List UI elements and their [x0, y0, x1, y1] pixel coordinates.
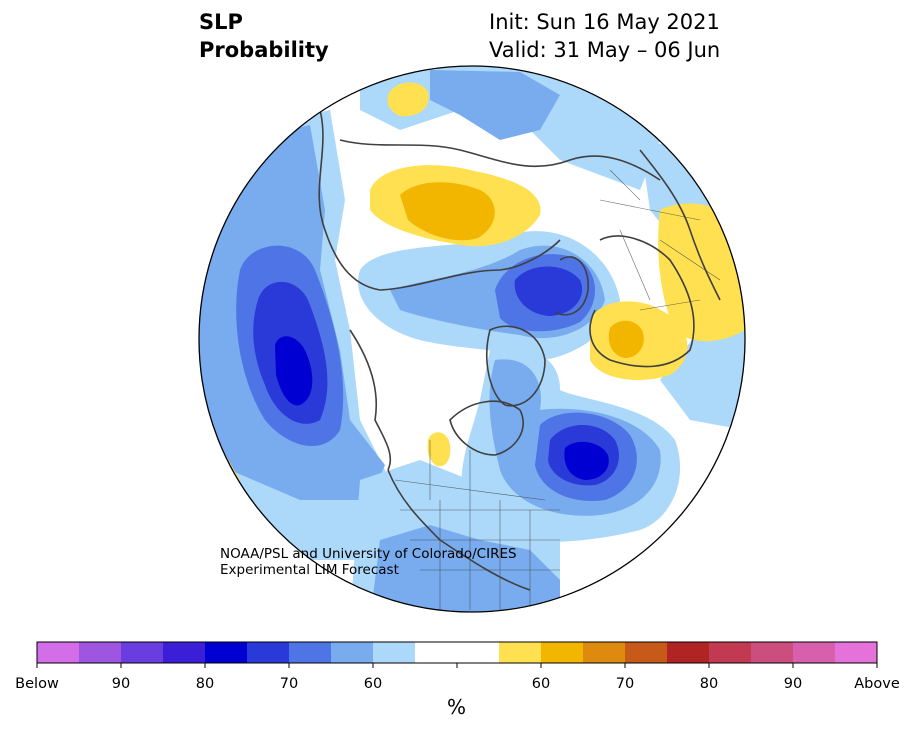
shade-us-yellow: [427, 432, 451, 467]
colorbar-box: [541, 642, 584, 663]
shade-arctic-top-mid: [430, 70, 560, 140]
map-boundary: [198, 65, 746, 613]
colorbar-box: [373, 642, 416, 663]
colorbar-box: [415, 642, 458, 663]
colorbar: Below 90 80 70 60 60 70 80 90 Above: [15, 641, 900, 692]
colorbar-box: [625, 642, 668, 663]
product-title: Probability: [199, 38, 329, 62]
coast-asia: [318, 109, 561, 291]
credit-text: NOAA/PSL and University of Colorado/CIRE…: [220, 546, 517, 578]
coast-hudson: [449, 400, 524, 456]
title-left: SLP Probability: [199, 8, 329, 64]
colorbar-tick-label: 60: [532, 676, 550, 692]
variable-title: SLP: [199, 10, 243, 34]
shade-atlantic-80: [564, 441, 609, 480]
colorbar-box: [79, 642, 122, 663]
coast-scandinavia: [554, 256, 589, 316]
colorbar-tick-label: Below: [15, 676, 59, 692]
colorbar-box: [163, 642, 206, 663]
colorbar-box: [331, 642, 374, 663]
colorbar-labels: Below 90 80 70 60 60 70 80 90 Above: [15, 676, 900, 692]
colorbar-box: [667, 642, 710, 663]
shade-us-mid: [370, 525, 560, 612]
polar-probability-map: [198, 65, 746, 613]
colorbar-box: [121, 642, 164, 663]
country-borders: [394, 169, 721, 610]
shade-pacific-80: [275, 336, 313, 406]
credit-line-2: Experimental LIM Forecast: [220, 562, 399, 578]
shade-med-orange: [608, 320, 644, 358]
colorbar-box: [289, 642, 332, 663]
coast-asia-north: [339, 139, 661, 181]
colorbar-box: [709, 642, 752, 663]
border-us-states: [400, 500, 560, 610]
land-outlines: [318, 109, 721, 591]
border-canada: [394, 440, 546, 501]
colorbar-box: [205, 642, 248, 663]
init-date: Init: Sun 16 May 2021: [489, 10, 720, 34]
coast-east-asia: [639, 149, 721, 301]
colorbar-box: [751, 642, 794, 663]
colorbar-unit: %: [447, 695, 467, 719]
coast-alaska: [349, 329, 392, 471]
colorbar-box: [457, 642, 500, 663]
colorbar-box: [793, 642, 836, 663]
colorbar-box: [835, 642, 878, 663]
coast-europe: [589, 235, 695, 368]
colorbar-ticks: [36, 663, 878, 668]
colorbar-box: [499, 642, 542, 663]
colorbar-tick-label: Above: [854, 676, 900, 692]
title-right: Init: Sun 16 May 2021 Valid: 31 May – 06…: [489, 8, 720, 64]
colorbar-boxes: [37, 642, 878, 663]
colorbar-tick-label: 90: [112, 676, 130, 692]
colorbar-box: [37, 642, 80, 663]
credit-line-1: NOAA/PSL and University of Colorado/CIRE…: [220, 546, 517, 562]
coast-greenland: [486, 325, 546, 407]
shade-europe-yellow: [658, 203, 745, 342]
colorbar-tick-label: 80: [196, 676, 214, 692]
valid-dates: Valid: 31 May – 06 Jun: [489, 38, 721, 62]
colorbar-tick-label: 90: [784, 676, 802, 692]
colorbar-box: [247, 642, 290, 663]
colorbar-box: [583, 642, 626, 663]
border-eurasia: [599, 169, 721, 311]
shade-asia-orange: [400, 182, 495, 241]
colorbar-tick-label: 70: [280, 676, 298, 692]
colorbar-tick-label: 60: [364, 676, 382, 692]
colorbar-tick-label: 80: [700, 676, 718, 692]
colorbar-tick-label: 70: [616, 676, 634, 692]
shade-top-yellow: [387, 82, 429, 117]
shade-central-75: [514, 266, 583, 316]
